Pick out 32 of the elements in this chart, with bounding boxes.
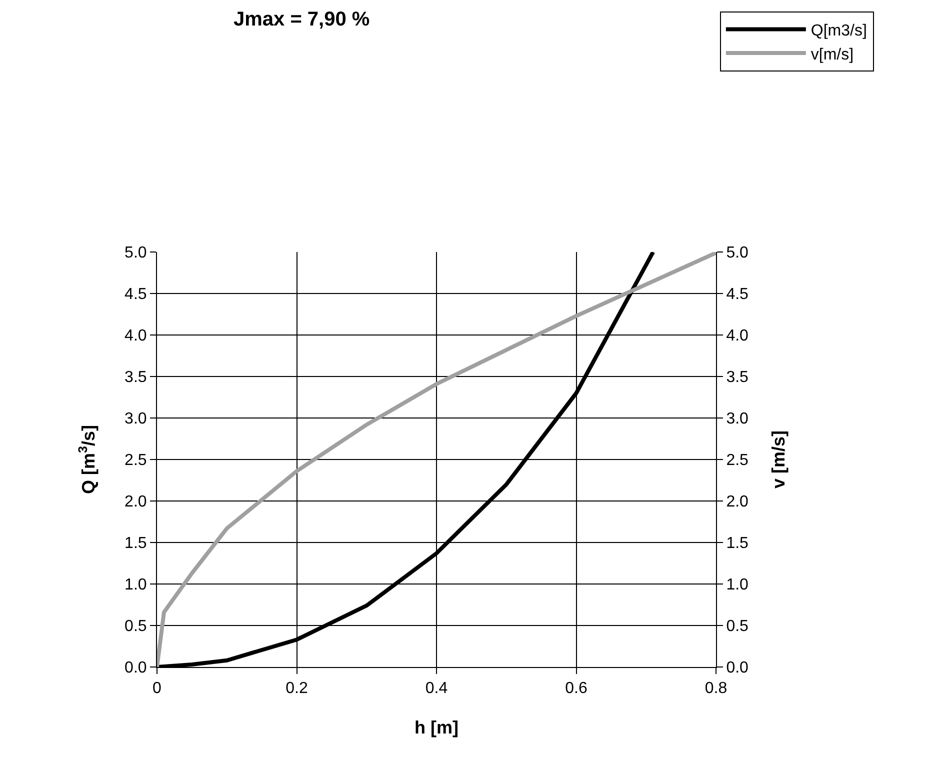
y-tick-label: 1.0 <box>124 576 147 594</box>
x-tick-label: 0.8 <box>704 680 728 698</box>
y2-tick-label: 1.0 <box>726 576 749 594</box>
y-tick-label: 3.5 <box>124 369 147 386</box>
y-tick-label: 4.5 <box>124 286 147 304</box>
y-tick-label: 4.0 <box>124 328 147 345</box>
x-tick-label: 0 <box>152 680 162 698</box>
x-tick-label: 0.4 <box>425 680 448 698</box>
legend-label: v[m/s] <box>810 46 854 64</box>
y2-tick-label: 4.5 <box>726 286 749 304</box>
x-tick-label: 0.2 <box>286 680 308 698</box>
y-tick-label: 0.5 <box>124 618 147 636</box>
y-tick-label: 1.5 <box>124 535 147 552</box>
y2-tick-label: 2.5 <box>726 452 749 470</box>
y2-tick-label: 4.0 <box>726 328 749 345</box>
y-tick-label: 2.5 <box>124 452 147 470</box>
x-tick-label: 0.6 <box>565 680 588 698</box>
y2-tick-label: 0.5 <box>726 618 749 636</box>
y2-axis-title: v [m/s] <box>768 430 789 489</box>
chart-title: Jmax = 7,90 % <box>233 8 370 31</box>
y2-tick-label: 5.0 <box>726 244 749 262</box>
y-tick-label: 0.0 <box>124 660 147 677</box>
legend-label: Q[m3/s] <box>810 22 867 40</box>
y-tick-label: 3.0 <box>124 410 147 428</box>
y2-tick-label: 2.0 <box>726 494 749 511</box>
y2-tick-label: 3.0 <box>726 410 749 428</box>
y2-tick-label: 0.0 <box>726 660 749 677</box>
y-tick-label: 5.0 <box>124 244 147 262</box>
y-tick-label: 2.0 <box>124 494 147 511</box>
y2-tick-label: 3.5 <box>726 369 749 386</box>
y2-tick-label: 1.5 <box>726 535 749 552</box>
x-axis-title: h [m] <box>414 717 458 738</box>
